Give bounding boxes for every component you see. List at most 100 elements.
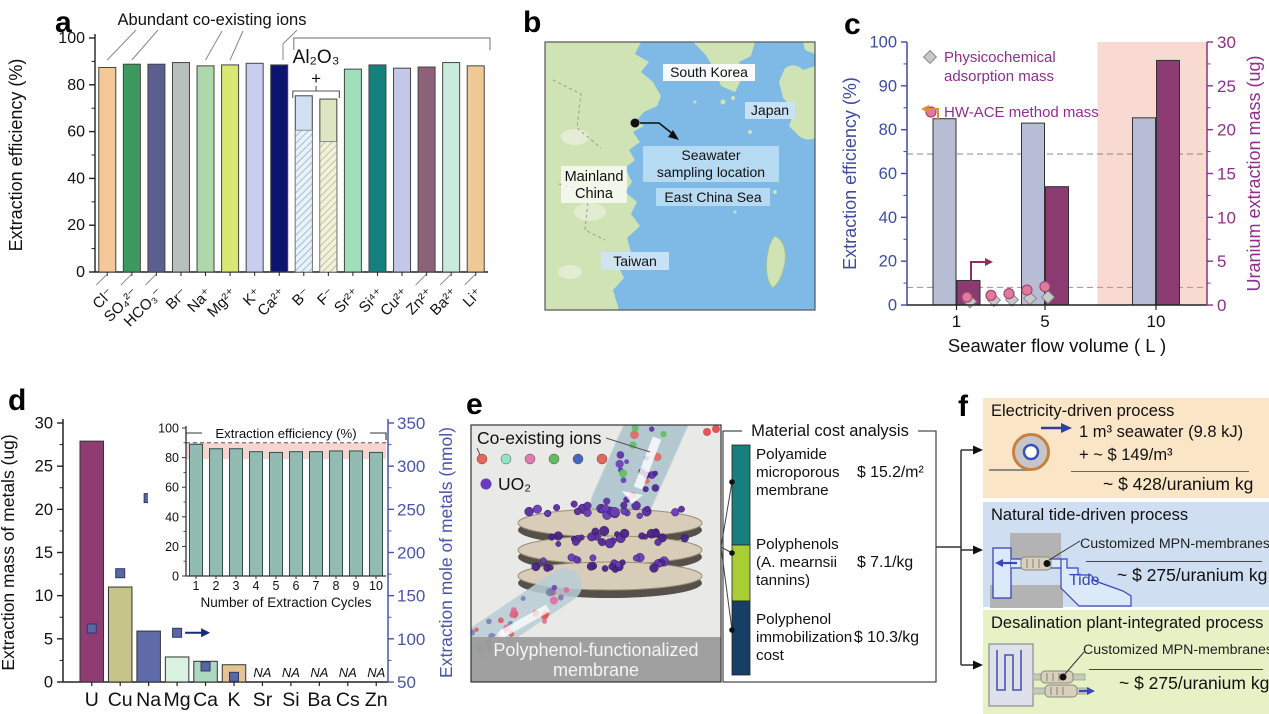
island	[693, 100, 697, 104]
underline	[1089, 669, 1263, 670]
cycle-bar-2	[209, 448, 223, 577]
svg-text:adsorption mass: adsorption mass	[944, 68, 1054, 85]
svg-text:HW-ACE method mass: HW-ACE method mass	[944, 104, 1099, 121]
svg-text:5: 5	[1217, 252, 1226, 271]
svg-text:Ba²⁺: Ba²⁺	[427, 285, 461, 319]
svg-text:Mg²⁺: Mg²⁺	[204, 285, 240, 321]
terrain-patch	[561, 129, 589, 145]
membrane-pointer-dot	[1059, 673, 1067, 681]
svg-text:100: 100	[397, 630, 425, 649]
underline	[1086, 561, 1262, 562]
co-existing-ions-legend: Co-existing ions UO₂	[476, 428, 651, 494]
bar-Mg²⁺	[221, 64, 240, 273]
svg-text:30: 30	[35, 415, 53, 433]
svg-text:Taiwan: Taiwan	[613, 253, 657, 269]
map-label-taiwan: Taiwan	[601, 252, 669, 270]
membrane-caption-band: Polyphenol-functionalized membrane	[471, 637, 721, 682]
svg-text:Polyphenol-functionalized: Polyphenol-functionalized	[493, 640, 698, 660]
cost-item-immobilization: Polyphenol immobilization cost $ 10.3/kg	[756, 611, 919, 664]
panel-e-illustration: Polyphenol-functionalized membrane Co-ex…	[470, 422, 937, 683]
svg-text:China: China	[575, 186, 614, 202]
svg-text:5: 5	[44, 630, 53, 648]
hwace-point	[985, 289, 997, 301]
panel-b-label: b	[523, 6, 542, 39]
fraction-divider	[1071, 471, 1249, 472]
svg-text:B⁻: B⁻	[289, 285, 314, 310]
svg-text:microporous: microporous	[756, 464, 840, 481]
leader-line	[1048, 540, 1081, 561]
plant-coil	[996, 650, 1022, 691]
efficiency-bar	[1021, 122, 1045, 306]
border-dashed	[558, 183, 606, 241]
japan-landmass	[803, 42, 815, 54]
metal-bar-Cu	[107, 586, 133, 683]
efficiency-bar	[932, 118, 957, 306]
svg-text:tannins): tannins)	[756, 572, 810, 589]
membrane-label: Customized MPN-membranes	[1080, 536, 1269, 552]
japan-landmass	[779, 65, 815, 140]
cost-bar-immobilization	[731, 600, 751, 676]
svg-text:Cs: Cs	[336, 689, 360, 711]
svg-text:(A. mearnsii: (A. mearnsii	[756, 554, 837, 571]
mole-marker-Cu	[115, 568, 126, 579]
process-box-electricity: Electricity-driven process 1 m³ seawater…	[983, 398, 1269, 498]
cost-value: $ 15.2/m²	[857, 464, 924, 481]
svg-text:Polyphenols: Polyphenols	[756, 536, 839, 553]
membrane-cartridge	[1020, 556, 1052, 571]
bar-Cl⁻	[98, 66, 117, 273]
right-axis-arrow	[201, 628, 211, 638]
mass-bar	[1156, 59, 1180, 306]
svg-text:Abundant co-existing ions: Abundant co-existing ions	[118, 11, 307, 29]
arrow-to-electricity	[973, 445, 983, 455]
hwace-point	[1021, 284, 1033, 296]
cycle-bar-7	[309, 451, 323, 577]
svg-text:4: 4	[253, 579, 260, 593]
svg-text:cost: cost	[756, 647, 785, 664]
svg-text:10: 10	[1217, 208, 1236, 227]
terrain-patch	[558, 265, 582, 279]
sampling-arrowhead	[668, 130, 679, 140]
svg-text:Physicochemical: Physicochemical	[944, 49, 1056, 66]
seawater-energy-line: 1 m³ seawater (9.8 kJ)	[1079, 423, 1244, 441]
pump-icon	[989, 423, 1072, 471]
svg-text:10: 10	[369, 579, 383, 593]
svg-text:NA: NA	[310, 665, 328, 680]
cycle-bar-3	[229, 448, 243, 577]
hwace-point	[1039, 280, 1051, 293]
svg-text:Cu: Cu	[108, 689, 133, 711]
svg-text:0: 0	[172, 570, 179, 584]
svg-text:9: 9	[353, 579, 360, 593]
svg-text:Extraction efficiency (%): Extraction efficiency (%)	[215, 426, 356, 441]
svg-text:Extraction efficiency (%): Extraction efficiency (%)	[6, 59, 26, 252]
svg-text:U: U	[85, 689, 99, 711]
svg-text:Extraction efficiency (%): Extraction efficiency (%)	[840, 77, 860, 270]
svg-text:60: 60	[879, 165, 897, 183]
membrane-cartridge	[1040, 670, 1074, 684]
svg-text:200: 200	[397, 544, 425, 563]
process-title: Electricity-driven process	[991, 402, 1175, 420]
cycle-bar-9	[349, 450, 363, 577]
mole-marker-U	[86, 623, 97, 634]
metal-bar-Mg	[164, 656, 190, 683]
svg-text:15: 15	[35, 544, 53, 562]
island	[733, 210, 737, 214]
process-title: Desalination plant-integrated process	[991, 614, 1264, 632]
tide-label: Tide	[1069, 572, 1100, 589]
arrow-to-tide	[973, 545, 983, 555]
sampling-location-dot	[630, 118, 640, 128]
svg-text:250: 250	[397, 500, 425, 519]
cost-item-membrane: Polyamide microporous membrane $ 15.2/m²	[756, 446, 924, 499]
map-label-sampling-location: Seawater sampling location	[643, 146, 779, 182]
svg-text:150: 150	[397, 587, 425, 606]
cycle-bar-8	[329, 450, 343, 577]
svg-text:Mg: Mg	[164, 689, 191, 711]
svg-text:1: 1	[952, 312, 961, 331]
island	[731, 96, 735, 100]
map-label-mainland-china: Mainland China	[561, 166, 627, 203]
e-to-f-connector	[936, 445, 983, 670]
svg-text:30: 30	[1217, 33, 1236, 52]
panel-d-label: d	[8, 384, 27, 417]
process-box-desalination: Desalination plant-integrated process Cu…	[983, 610, 1269, 714]
svg-text:20: 20	[35, 501, 53, 519]
svg-text:80: 80	[879, 121, 897, 139]
